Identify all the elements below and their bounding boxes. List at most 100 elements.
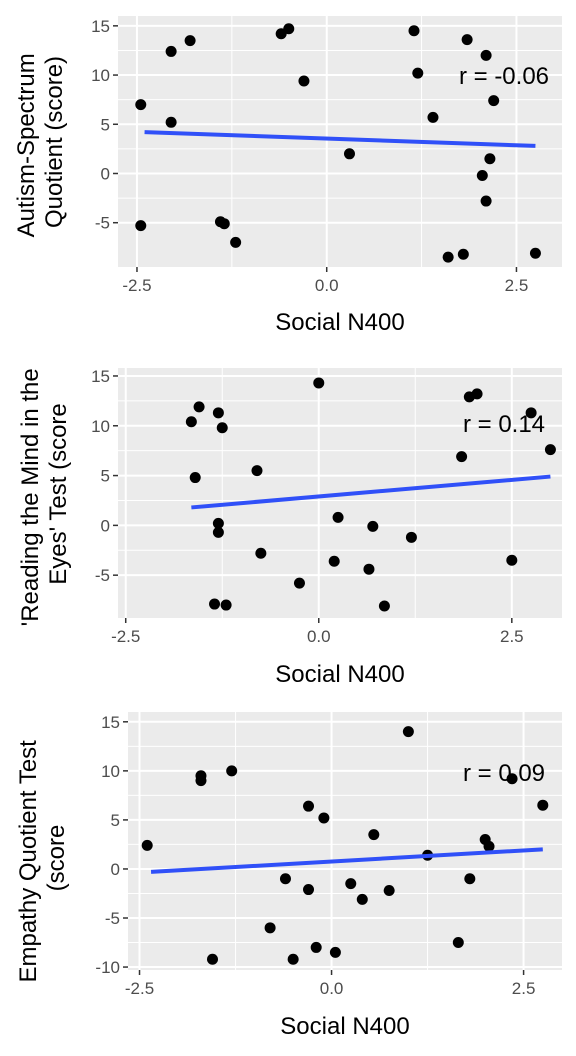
- x-ticks: -2.5 0.0 2.5: [111, 618, 524, 646]
- data-point: [363, 563, 375, 575]
- data-point: [343, 148, 355, 160]
- y-tick-label: 10: [91, 66, 110, 85]
- y-tick-label: 5: [111, 811, 120, 830]
- data-point: [332, 511, 344, 523]
- x-tick-label: -2.5: [125, 979, 154, 998]
- data-point: [318, 812, 330, 824]
- data-point: [135, 99, 147, 111]
- data-points: [141, 726, 549, 965]
- data-point: [209, 598, 221, 610]
- data-point: [506, 773, 518, 785]
- y-tick-label: 0: [111, 860, 120, 879]
- data-point: [212, 407, 224, 419]
- y-axis-title-line-1: Empathy Quotient Test: [15, 740, 42, 983]
- x-tick-label: 0.0: [320, 979, 344, 998]
- data-point: [218, 218, 230, 230]
- data-point: [264, 922, 276, 934]
- correlation-annotation: r = 0.14: [463, 411, 545, 438]
- y-axis-title-line-2: (score: [43, 825, 70, 892]
- data-point: [537, 799, 549, 811]
- y-tick-label: 15: [91, 17, 110, 36]
- data-point: [184, 35, 196, 47]
- data-point: [310, 941, 322, 953]
- grid-lines: [118, 16, 562, 267]
- x-tick-label: 0.0: [315, 276, 339, 295]
- x-ticks: -2.5 0.0 2.5: [122, 267, 528, 295]
- data-point: [287, 953, 299, 965]
- x-tick-label: -2.5: [122, 276, 151, 295]
- x-axis-title: Social N400: [275, 661, 404, 688]
- y-tick-label: 15: [101, 713, 120, 732]
- data-point: [283, 23, 295, 35]
- x-tick-label: 2.5: [500, 627, 524, 646]
- y-ticks: -5 0 5 10 15: [91, 17, 118, 233]
- data-points: [135, 23, 541, 263]
- panel-background: [128, 712, 562, 970]
- data-point: [412, 67, 424, 79]
- y-tick-label: 0: [101, 164, 110, 183]
- y-axis-title-line-1: 'Reading the Mind in the: [17, 368, 44, 626]
- panel-1: -5 0 5 10 15 -2.5 0.0 2.5 r = -0.06 Social N40…: [13, 16, 562, 336]
- grid-lines: [128, 712, 562, 970]
- data-point: [367, 520, 379, 532]
- data-point: [464, 873, 476, 885]
- data-point: [488, 95, 500, 107]
- data-point: [165, 116, 177, 128]
- y-axis-title: 'Reading the Mind in the Eyes' Test (sco…: [17, 362, 72, 627]
- data-point: [313, 377, 325, 389]
- y-axis-title-line-1: Autism-Spectrum: [13, 53, 40, 237]
- x-tick-label: -2.5: [111, 627, 140, 646]
- x-tick-label: 0.0: [307, 627, 331, 646]
- y-ticks: -10 -5 0 5 10 15: [95, 713, 128, 977]
- data-point: [378, 600, 390, 612]
- data-point: [298, 75, 310, 87]
- data-point: [383, 885, 395, 897]
- data-point: [345, 878, 357, 890]
- y-tick-label: 10: [91, 417, 110, 436]
- x-tick-label: 2.5: [505, 276, 529, 295]
- data-point: [303, 884, 315, 896]
- data-point: [135, 220, 147, 232]
- data-point: [480, 195, 492, 207]
- y-tick-label: -5: [95, 566, 110, 585]
- correlation-annotation: r = 0.09: [463, 760, 545, 787]
- fit-line: [144, 130, 536, 148]
- data-point: [484, 153, 496, 165]
- x-axis-title: Social N400: [280, 1013, 409, 1040]
- y-tick-label: 10: [101, 762, 120, 781]
- data-point: [328, 555, 340, 567]
- x-tick-label: 2.5: [512, 979, 536, 998]
- data-point: [456, 451, 468, 463]
- data-point: [427, 111, 439, 123]
- data-point: [212, 517, 224, 529]
- y-tick-label: -5: [95, 214, 110, 233]
- x-ticks: -2.5 0.0 2.5: [125, 970, 536, 998]
- y-axis-title: Autism-Spectrum Quotient (score): [13, 47, 68, 238]
- data-point: [195, 770, 207, 782]
- y-axis-title: Empathy Quotient Test (score: [15, 733, 70, 982]
- data-point: [476, 169, 488, 181]
- data-point: [525, 407, 537, 419]
- y-axis-title-line-2: Quotient (score): [41, 56, 68, 228]
- data-point: [226, 765, 238, 777]
- data-points: [185, 377, 556, 612]
- data-point: [279, 873, 291, 885]
- data-point: [452, 937, 464, 949]
- y-tick-label: 15: [91, 367, 110, 386]
- panel-3: -10 -5 0 5 10 15 -2.5 0.0 2.5 r = 0.09 Social N…: [15, 712, 562, 1040]
- y-tick-label: 0: [101, 516, 110, 535]
- data-point: [206, 953, 218, 965]
- data-point: [544, 444, 556, 456]
- data-point: [356, 893, 368, 905]
- data-point: [483, 840, 495, 852]
- data-point: [480, 49, 492, 61]
- data-point: [251, 465, 263, 477]
- data-point: [220, 599, 232, 611]
- y-tick-label: -10: [95, 958, 120, 977]
- data-point: [506, 554, 518, 566]
- y-tick-label: 5: [101, 467, 110, 486]
- data-point: [212, 526, 224, 538]
- data-point: [329, 946, 341, 958]
- data-point: [189, 472, 201, 484]
